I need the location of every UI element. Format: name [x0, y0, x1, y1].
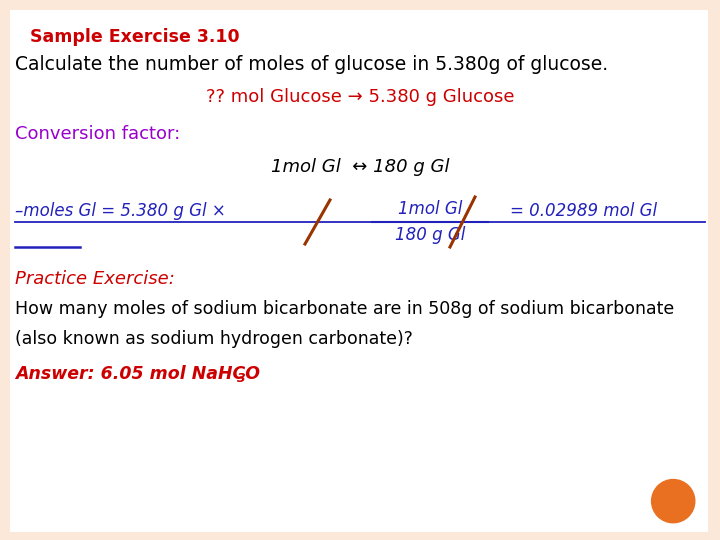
Text: Practice Exercise:: Practice Exercise:	[15, 270, 175, 288]
Text: 1mol Gl: 1mol Gl	[398, 200, 462, 218]
Text: Calculate the number of moles of glucose in 5.380g of glucose.: Calculate the number of moles of glucose…	[15, 55, 608, 74]
Text: How many moles of sodium bicarbonate are in 508g of sodium bicarbonate: How many moles of sodium bicarbonate are…	[15, 300, 674, 318]
Text: 1mol Gl  ↔ 180 g Gl: 1mol Gl ↔ 180 g Gl	[271, 158, 449, 176]
Text: 180 g Gl: 180 g Gl	[395, 226, 465, 244]
Circle shape	[652, 480, 695, 523]
Text: Sample Exercise 3.10: Sample Exercise 3.10	[30, 28, 240, 46]
Text: Conversion factor:: Conversion factor:	[15, 125, 180, 143]
Text: 3: 3	[237, 372, 246, 385]
Text: = 0.02989 mol Gl: = 0.02989 mol Gl	[510, 202, 657, 220]
Text: –moles Gl = 5.380 g Gl ×: –moles Gl = 5.380 g Gl ×	[15, 202, 226, 220]
Text: ?? mol Glucose → 5.380 g Glucose: ?? mol Glucose → 5.380 g Glucose	[206, 88, 514, 106]
Text: (also known as sodium hydrogen carbonate)?: (also known as sodium hydrogen carbonate…	[15, 330, 413, 348]
Text: Answer: 6.05 mol NaHCO: Answer: 6.05 mol NaHCO	[15, 365, 260, 383]
